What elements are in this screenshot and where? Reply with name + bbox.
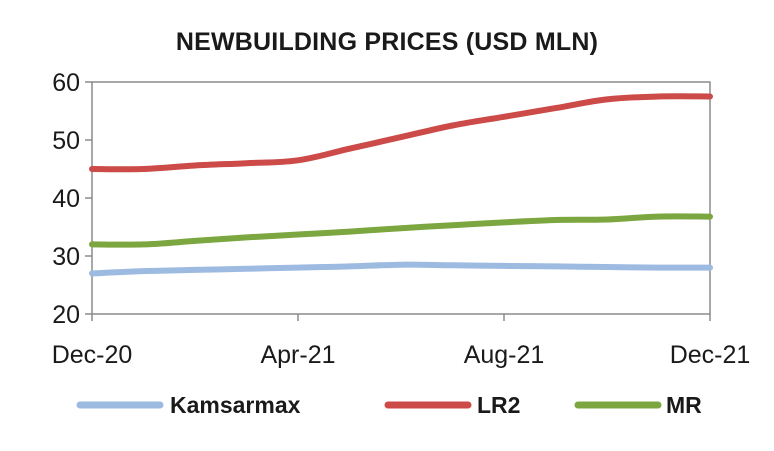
x-tick-label: Apr-21 <box>260 341 335 369</box>
x-tick-label: Dec-20 <box>52 341 133 369</box>
series-line-kamsarmax <box>89 261 713 277</box>
chart-title: NEWBUILDING PRICES (USD MLN) <box>175 28 599 56</box>
x-tick-label: Aug-21 <box>464 341 545 369</box>
y-tick-label: 20 <box>52 301 80 329</box>
y-tick-label: 60 <box>52 69 80 97</box>
legend-label-lr2: LR2 <box>477 392 520 418</box>
series-line-mr <box>89 213 713 248</box>
plot-area-frame <box>91 81 711 315</box>
y-tick-label: 50 <box>52 127 80 155</box>
legend-label-kamsarmax: Kamsarmax <box>170 392 301 418</box>
legend-label-mr: MR <box>666 392 702 418</box>
series-line-lr2 <box>89 93 713 173</box>
y-tick-label: 40 <box>52 185 80 213</box>
y-tick-label: 30 <box>52 243 80 271</box>
x-tick-label: Dec-21 <box>670 341 751 369</box>
